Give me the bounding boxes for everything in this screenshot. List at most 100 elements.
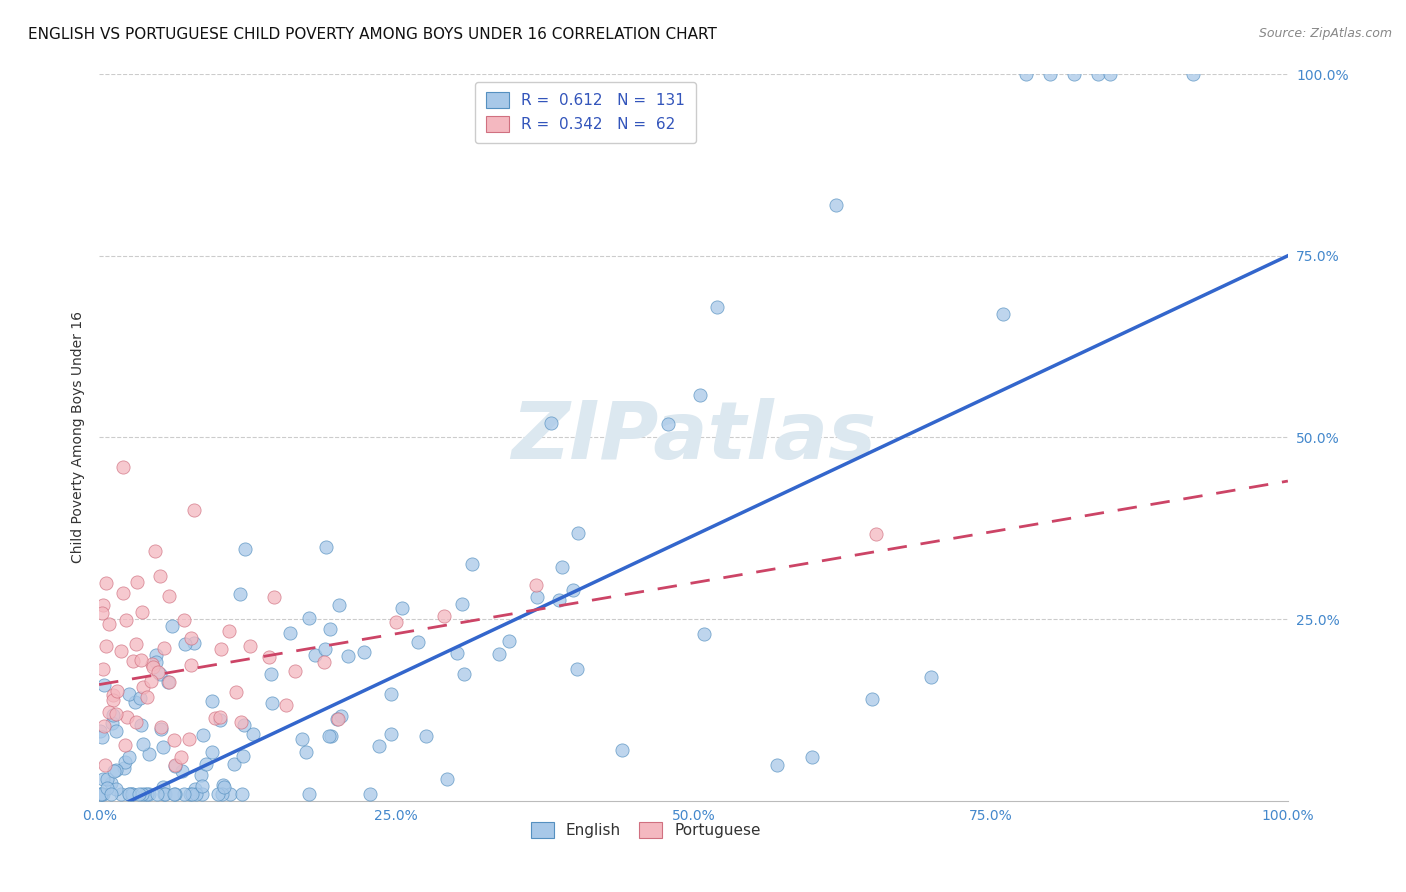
Point <box>94 757 117 772</box>
Point <box>920 670 942 684</box>
Point <box>242 726 264 740</box>
Point <box>135 690 157 704</box>
Point <box>91 731 114 745</box>
Point <box>191 779 214 793</box>
Point <box>131 680 153 694</box>
Point <box>238 639 260 653</box>
Point <box>263 590 285 604</box>
Point <box>262 696 284 710</box>
Point <box>104 764 127 778</box>
Point <box>562 582 585 597</box>
Point <box>100 776 122 790</box>
Point <box>865 526 887 541</box>
Point <box>231 787 253 801</box>
Point <box>406 635 429 649</box>
Point <box>860 692 883 706</box>
Point <box>124 637 146 651</box>
Point <box>163 787 186 801</box>
Legend: English, Portuguese: English, Portuguese <box>524 816 768 844</box>
Point <box>274 698 297 713</box>
Point <box>110 787 132 801</box>
Point <box>118 687 141 701</box>
Point <box>157 674 180 689</box>
Point <box>225 685 247 699</box>
Point <box>152 740 174 755</box>
Point <box>319 729 342 743</box>
Point <box>150 722 173 736</box>
Point <box>142 659 165 673</box>
Point <box>211 642 233 657</box>
Point <box>89 787 111 801</box>
Point <box>183 503 205 517</box>
Point <box>91 662 114 676</box>
Point <box>160 619 183 633</box>
Point <box>94 639 117 653</box>
Point <box>114 613 136 627</box>
Point <box>314 641 336 656</box>
Point <box>657 417 679 431</box>
Point <box>201 745 224 759</box>
Point <box>488 647 510 661</box>
Point <box>1015 67 1038 81</box>
Point <box>229 715 252 730</box>
Point <box>229 587 252 601</box>
Point <box>118 787 141 801</box>
Point <box>134 787 156 801</box>
Point <box>391 601 413 615</box>
Point <box>330 709 353 723</box>
Point <box>131 653 153 667</box>
Point <box>181 787 204 801</box>
Point <box>1063 67 1085 81</box>
Point <box>105 706 128 721</box>
Point <box>105 781 128 796</box>
Point <box>177 731 200 746</box>
Point <box>1181 67 1204 81</box>
Point <box>1039 67 1062 81</box>
Point <box>540 416 562 430</box>
Point <box>103 764 125 778</box>
Point <box>101 693 124 707</box>
Point <box>191 787 214 801</box>
Point <box>124 695 146 709</box>
Point <box>146 665 169 679</box>
Text: Source: ZipAtlas.com: Source: ZipAtlas.com <box>1258 27 1392 40</box>
Point <box>326 712 349 726</box>
Point <box>260 667 283 681</box>
Point <box>183 635 205 649</box>
Point <box>689 388 711 402</box>
Point <box>551 559 574 574</box>
Point <box>131 787 153 801</box>
Point <box>170 750 193 764</box>
Point <box>153 787 176 801</box>
Point <box>201 694 224 708</box>
Point <box>98 616 121 631</box>
Point <box>97 705 120 719</box>
Point <box>304 648 326 662</box>
Point <box>209 713 232 727</box>
Point <box>101 716 124 731</box>
Point <box>180 632 202 646</box>
Point <box>125 715 148 730</box>
Point <box>190 768 212 782</box>
Point <box>433 608 456 623</box>
Point <box>380 687 402 701</box>
Point <box>96 772 118 787</box>
Point <box>110 644 132 658</box>
Point <box>368 739 391 754</box>
Text: ENGLISH VS PORTUGUESE CHILD POVERTY AMONG BOYS UNDER 16 CORRELATION CHART: ENGLISH VS PORTUGUESE CHILD POVERTY AMON… <box>28 27 717 42</box>
Point <box>380 726 402 740</box>
Point <box>180 657 202 672</box>
Point <box>93 678 115 692</box>
Point <box>209 710 232 724</box>
Point <box>145 655 167 669</box>
Point <box>118 787 141 801</box>
Point <box>991 307 1014 321</box>
Point <box>94 575 117 590</box>
Point <box>121 787 143 801</box>
Point <box>222 756 245 771</box>
Point <box>91 772 114 787</box>
Point <box>157 589 180 603</box>
Point <box>96 780 118 795</box>
Point <box>298 611 321 625</box>
Point <box>565 662 588 676</box>
